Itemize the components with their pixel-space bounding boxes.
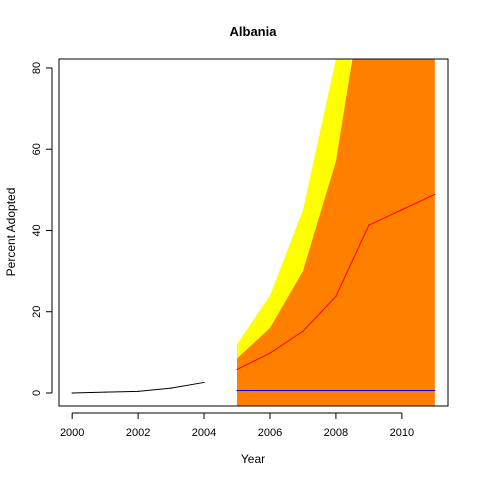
series-0-point-2: [137, 390, 139, 392]
series-3-point-5: [401, 209, 403, 211]
line-layer: [71, 193, 436, 394]
series-3-point-6: [434, 193, 436, 195]
x-tick-label-4: 2008: [324, 427, 348, 439]
series-4-point-1: [434, 389, 436, 392]
series-0-point-3: [170, 387, 172, 389]
series-3-point-0: [236, 368, 238, 371]
chart-title: Albania: [230, 24, 278, 39]
y-tick-label-1: 20: [31, 306, 43, 318]
band-2: [237, 59, 435, 406]
series-0-point-0: [71, 392, 73, 394]
series-4-point-0: [236, 389, 238, 392]
x-tick-label-2: 2004: [192, 427, 216, 439]
band-layer: [237, 59, 435, 406]
y-tick-label-3: 60: [31, 143, 43, 155]
x-tick-label-1: 2002: [126, 427, 150, 439]
series-0-point-4: [203, 381, 205, 384]
series-3-point-2: [302, 330, 304, 332]
x-tick-label-3: 2006: [258, 427, 282, 439]
x-tick-label-0: 2000: [60, 427, 84, 439]
axes-layer: 2000 2002 2004 2006 2008 2010 0 20 40 60 80: [31, 62, 414, 439]
series-3-point-1: [269, 352, 271, 354]
series-0-point-1: [104, 391, 106, 393]
x-tick-label-5: 2010: [390, 427, 414, 439]
y-tick-label-4: 80: [31, 62, 43, 74]
y-tick-label-2: 40: [31, 224, 43, 236]
x-axis-label: Year: [241, 452, 265, 466]
plot-frame: [58, 58, 449, 407]
series-3-point-3: [335, 295, 337, 297]
series-3-point-4: [368, 224, 370, 226]
y-axis-label: Percent Adopted: [4, 188, 18, 277]
y-tick-label-0: 0: [31, 390, 43, 396]
